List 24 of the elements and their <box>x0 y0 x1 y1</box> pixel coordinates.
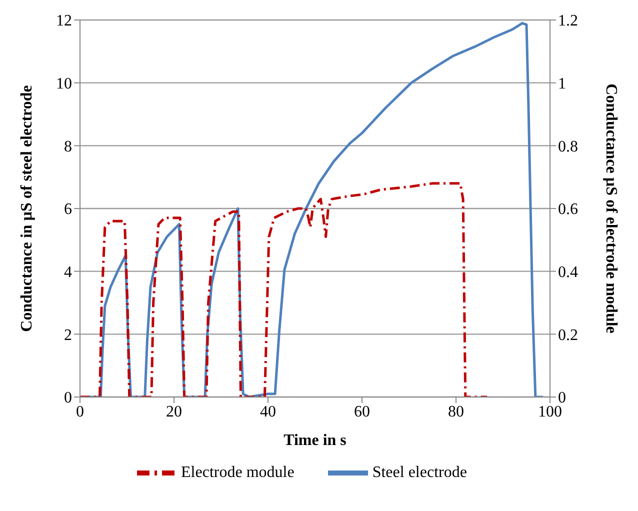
x-axis-title: Time in s <box>284 432 346 449</box>
y-tick-label: 4 <box>64 264 72 282</box>
y2-tick-label: 0.6 <box>558 201 578 218</box>
y2-axis-title: Conductance µS of electrode module <box>602 84 620 334</box>
y-tick-label: 2 <box>64 326 72 344</box>
x-tick-label: 0 <box>76 403 84 420</box>
y2-tick-label: 1 <box>558 76 566 93</box>
y2-tick-label: 0.4 <box>558 264 578 282</box>
legend-label: Steel electrode <box>372 464 467 481</box>
y2-tick-label: 0.8 <box>558 138 578 156</box>
y-tick-label: 12 <box>56 12 72 30</box>
y-tick-label: 8 <box>64 138 72 156</box>
y2-tick-label: 0.2 <box>558 326 578 344</box>
y-axis-title: Conductance in µS of steel electrode <box>18 85 36 332</box>
y-tick-label: 6 <box>64 201 72 218</box>
x-tick-label: 20 <box>166 403 182 420</box>
x-tick-label: 80 <box>448 403 464 420</box>
y-tick-label: 0 <box>64 390 72 407</box>
y-tick-label: 10 <box>56 76 72 93</box>
y2-tick-label: 1.2 <box>558 12 578 30</box>
x-tick-label: 60 <box>354 403 370 420</box>
legend-label: Electrode module <box>181 464 294 481</box>
x-tick-label: 40 <box>260 403 276 420</box>
line-series <box>80 182 488 397</box>
